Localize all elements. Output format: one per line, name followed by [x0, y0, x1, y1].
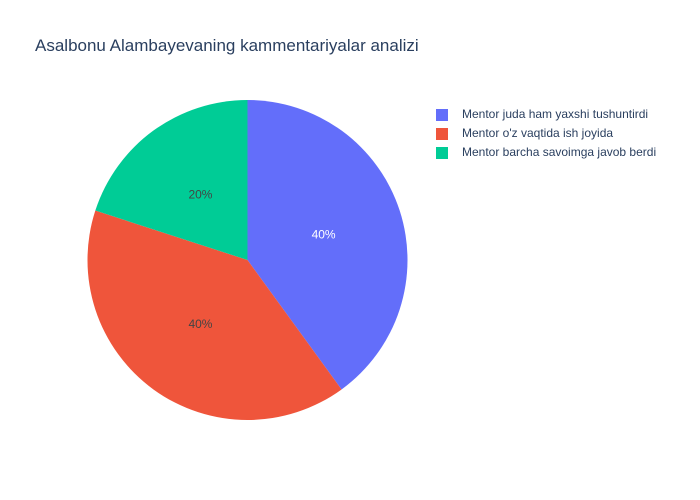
legend-label-3[interactable]: Mentor barcha savoimga javob berdi [462, 145, 656, 159]
slice-percent-label-1: 40% [312, 227, 336, 241]
slice-percent-label-2: 40% [188, 317, 212, 331]
pie-slice-2 [87, 210, 342, 421]
pie-slice-3 [95, 100, 248, 260]
legend-label-1[interactable]: Mentor juda ham yaxshi tushuntirdi [462, 107, 648, 121]
legend-label-2[interactable]: Mentor o'z vaqtida ish joyida [462, 126, 613, 140]
legend: Mentor juda ham yaxshi tushuntirdi Mento… [436, 107, 656, 159]
legend-swatch-1[interactable] [436, 109, 448, 121]
legend-swatch-3[interactable] [436, 147, 448, 159]
legend-swatch-2[interactable] [436, 128, 448, 140]
chart-title: Asalbonu Alambayevaning kammentariyalar … [35, 36, 419, 55]
pie-slice-1 [247, 100, 408, 390]
pie-slices [87, 100, 408, 421]
slice-percent-label-3: 20% [188, 187, 212, 201]
pie-slice-labels: 40% 40% 20% [188, 187, 335, 330]
